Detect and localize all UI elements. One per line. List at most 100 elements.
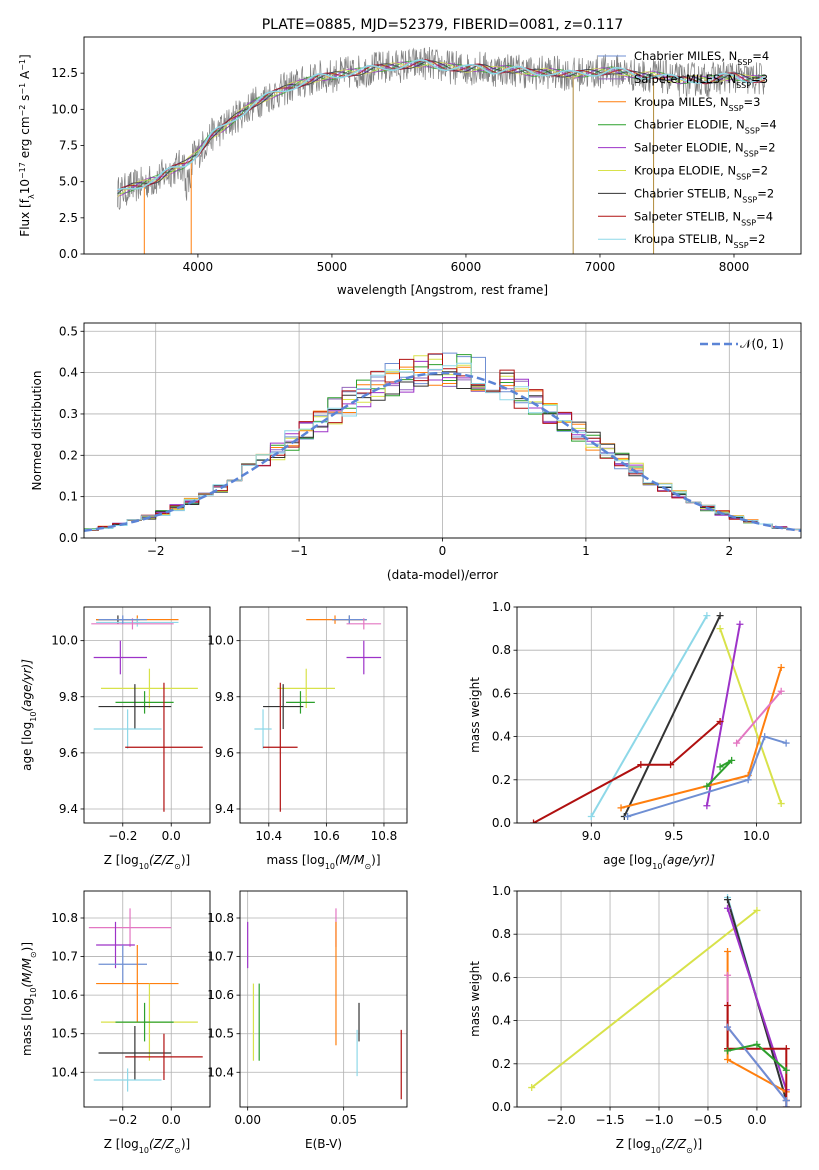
- y-tick-label: 9.6: [215, 746, 234, 760]
- data-point-marker: [728, 756, 736, 764]
- x-tick-label: 0.0: [162, 1113, 181, 1127]
- x-tick-label: 0.0: [747, 1113, 766, 1127]
- legend-label: Chabrier ELODIE, NSSP=4: [634, 118, 777, 136]
- errorbar-point-6: [115, 1002, 174, 1042]
- label-part: Z [log: [616, 1137, 651, 1151]
- label-part: ]: [18, 54, 32, 59]
- y-axis-label: age [log10(age/yr)]: [20, 659, 38, 771]
- x-tick-label: 8000: [719, 260, 750, 274]
- x-tick-label: −1: [290, 544, 308, 558]
- x-axis-label: Z [log10(Z/Z⊙)]: [104, 1137, 190, 1155]
- x-tick-label: 4000: [183, 260, 214, 274]
- y-tick-label: 7.5: [59, 139, 78, 153]
- data-point-marker: [753, 906, 761, 914]
- data-point-marker: [777, 663, 785, 671]
- x-axis-label: Z [log10(Z/Z⊙)]: [616, 1137, 702, 1155]
- label-part: 10: [29, 712, 38, 722]
- y-tick-label: 0.4: [492, 730, 511, 744]
- y-tick-label: 10.0: [207, 634, 234, 648]
- series-3: [716, 625, 785, 808]
- y-tick-label: 0.3: [59, 407, 78, 421]
- mass-vs-metallicity-panel: −0.2 0.010.410.510.610.710.8 Z [log10(Z/Z⊙…: [20, 890, 211, 1155]
- series-line: [623, 615, 722, 817]
- label-part: Z [log: [104, 1137, 139, 1151]
- grid: [84, 607, 210, 823]
- ticks: −2.0 −1.5 −1.0 −0.5 0.0 0.0 0.2 0.4 0.6 0.8 1.0: [492, 884, 767, 1127]
- y-tick-label: 0.0: [492, 816, 511, 830]
- label-part: SSP: [729, 103, 744, 112]
- legend-label: 𝒩(0, 1): [740, 337, 784, 351]
- plot-area: [247, 908, 402, 1100]
- observed-spectrum-line: [117, 46, 765, 210]
- series-8: [624, 733, 790, 821]
- label-part: Salpeter MILES, N: [634, 72, 736, 86]
- x-tick-label: −2.0: [546, 1113, 575, 1127]
- label-part: mass [log: [266, 853, 324, 867]
- label-part: SSP: [742, 195, 757, 204]
- x-tick-label: 6000: [451, 260, 482, 274]
- ticks: 9.0 9.5 10.0 0.0 0.2 0.4 0.6 0.8 1.0: [492, 600, 770, 843]
- plot-area: [528, 893, 790, 1107]
- data-point-marker: [667, 761, 675, 769]
- label-part: Chabrier ELODIE, N: [634, 118, 745, 132]
- errorbar-point-6: [277, 668, 336, 708]
- label-part: SSP: [741, 218, 756, 227]
- age-vs-metallicity-panel: −0.2 0.09.49.69.810.0Z [log10(Z/Z⊙)]age […: [20, 606, 211, 871]
- plot-area: [84, 352, 801, 533]
- x-tick-label: 10.8: [371, 829, 398, 843]
- label-part: −1: [18, 83, 27, 95]
- label-part: λ: [27, 194, 36, 199]
- errorbar-point-3: [98, 945, 147, 984]
- y-tick-label: 0.4: [59, 366, 78, 380]
- ticks: 10.4 10.6 10.8 9.4 9.6 9.8 10.0: [207, 634, 397, 843]
- label-part: =2: [751, 164, 768, 178]
- x-tick-label: 9.0: [582, 829, 601, 843]
- y-tick-label: 10.8: [207, 911, 234, 925]
- data-point-marker: [782, 739, 790, 747]
- y-axis-label: mass [log10(M/M⊙)]: [20, 942, 38, 1056]
- errorbar-point-3: [332, 615, 367, 624]
- x-tick-label: −0.5: [693, 1113, 722, 1127]
- legend-label: Chabrier STELIB, NSSP=2: [634, 186, 774, 204]
- label-part: )]: [20, 942, 34, 951]
- ticks: −0.2 0.0 10.4 10.5 10.6 10.7 10.8: [51, 911, 180, 1127]
- ticks: −0.2 0.0 9.4 9.6 9.8 10.0: [51, 634, 180, 843]
- axes-frame: [83, 322, 802, 539]
- label-part: A: [18, 70, 32, 83]
- y-tick-label: 0.0: [492, 1100, 511, 1114]
- data-point-marker: [703, 802, 711, 810]
- series-line: [705, 624, 741, 806]
- legend-label: Kroupa ELODIE, NSSP=2: [634, 164, 768, 182]
- label-part: 10: [18, 179, 32, 194]
- x-axis-label: E(B-V): [305, 1137, 342, 1151]
- data-point-marker: [744, 776, 752, 784]
- label-part: (Z/Z: [149, 853, 175, 867]
- data-point-marker: [782, 1097, 790, 1105]
- y-tick-label: 10.8: [51, 911, 78, 925]
- label-part: =3: [744, 95, 761, 109]
- plot-area: [530, 612, 790, 823]
- data-point-marker: [624, 813, 632, 821]
- errorbar-point-8: [263, 684, 304, 730]
- data-point-marker: [587, 813, 595, 821]
- y-tick-label: 0.2: [492, 773, 511, 787]
- x-tick-label: 9.5: [664, 829, 683, 843]
- x-tick-label: 0.05: [330, 1113, 357, 1127]
- mass-vs-reddening-panel: 0.00 0.05 10.4 10.5 10.6 10.7 10.8 E(B-V): [207, 890, 408, 1151]
- errorbar-point-7: [286, 691, 315, 714]
- data-point-marker: [733, 739, 741, 747]
- y-tick-label: 9.8: [59, 690, 78, 704]
- errorbar-point-9: [254, 709, 272, 749]
- y-tick-label: 10.0: [51, 102, 78, 116]
- axes-frame: [516, 890, 802, 1108]
- label-part: Kroupa STELIB, N: [634, 232, 734, 246]
- label-part: SSP: [734, 241, 749, 250]
- y-tick-label: 0.6: [492, 686, 511, 700]
- label-part: =3: [751, 72, 768, 86]
- series-7: [733, 687, 785, 747]
- errorbar-point-11: [125, 682, 203, 812]
- errorbar-point-2: [96, 921, 135, 969]
- legend-label: Salpeter STELIB, NSSP=4: [634, 209, 773, 227]
- errorbar-point-8: [115, 691, 174, 714]
- data-point-marker: [716, 612, 724, 620]
